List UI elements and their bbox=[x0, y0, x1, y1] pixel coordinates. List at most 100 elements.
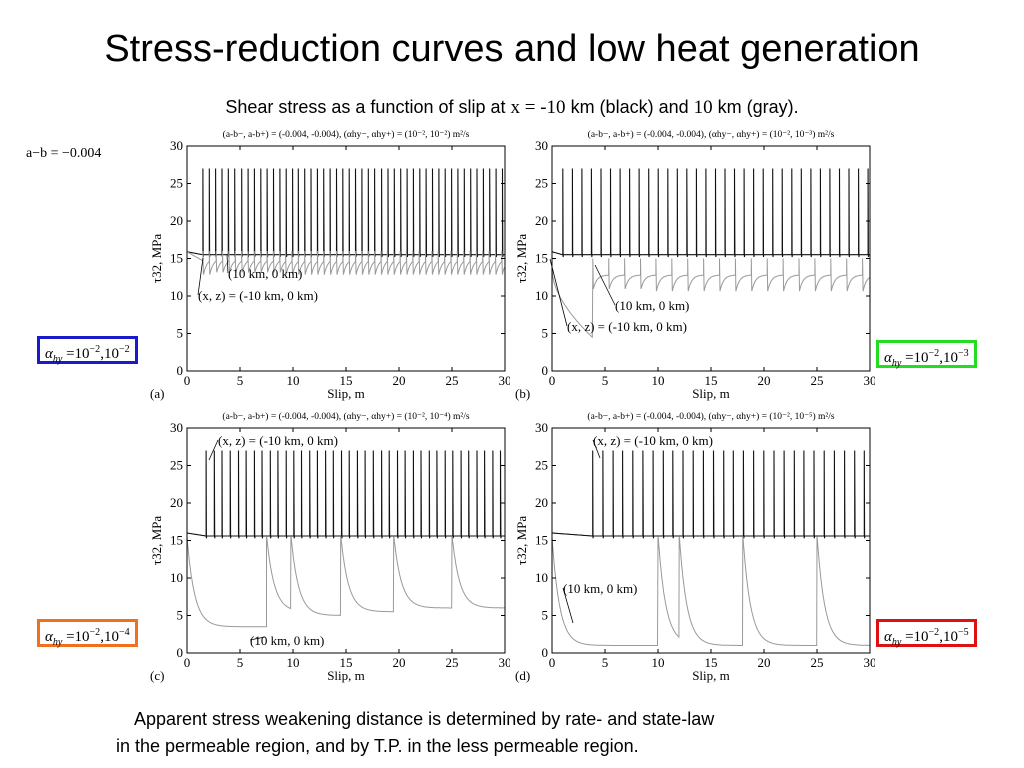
x-tick-label: 0 bbox=[549, 655, 556, 670]
panel-label: (a) bbox=[150, 386, 164, 401]
y-tick-label: 5 bbox=[542, 326, 549, 341]
x-tick-label: 20 bbox=[393, 655, 406, 670]
subtitle-mid: km (black) and bbox=[565, 97, 694, 117]
chart-panel-c: (a-b−, a-b+) = (-0.004, -0.004), (αhy−, … bbox=[140, 410, 512, 695]
x-tick-label: 10 bbox=[287, 655, 300, 670]
plot-frame bbox=[551, 145, 871, 372]
y-tick-label: 5 bbox=[177, 326, 184, 341]
alpha-label-c: αhy =10−2,10−4 bbox=[37, 619, 138, 648]
chart-panel-b: (a-b−, a-b+) = (-0.004, -0.004), (αhy−, … bbox=[505, 128, 877, 408]
y-tick-label: 30 bbox=[170, 138, 183, 153]
annotation-label: (10 km, 0 km) bbox=[228, 266, 302, 281]
x-tick-label: 25 bbox=[811, 655, 824, 670]
chart-header: (a-b−, a-b+) = (-0.004, -0.004), (αhy−, … bbox=[223, 129, 470, 140]
y-tick-label: 15 bbox=[170, 251, 183, 266]
x-axis-label: Slip, m bbox=[692, 386, 730, 401]
gray-series-line bbox=[551, 258, 870, 339]
subtitle-post: km (gray). bbox=[712, 97, 799, 117]
y-tick-label: 10 bbox=[170, 288, 183, 303]
annotation-leader bbox=[562, 587, 574, 624]
x-tick-label: 0 bbox=[184, 373, 191, 388]
alpha-label-b: αhy =10−2,10−3 bbox=[876, 340, 977, 369]
y-tick-label: 0 bbox=[177, 363, 184, 378]
y-tick-label: 30 bbox=[535, 138, 548, 153]
chart-header: (a-b−, a-b+) = (-0.004, -0.004), (αhy−, … bbox=[588, 129, 835, 140]
y-tick-label: 5 bbox=[542, 608, 549, 623]
y-tick-label: 25 bbox=[170, 176, 183, 191]
annotation-leader bbox=[594, 264, 616, 306]
annotation-leader bbox=[249, 636, 266, 641]
annotation-leader bbox=[549, 258, 568, 327]
y-tick-label: 10 bbox=[535, 288, 548, 303]
black-series-line bbox=[552, 450, 870, 539]
x-axis-label: Slip, m bbox=[692, 668, 730, 683]
alpha-exp1: −2 bbox=[89, 344, 101, 355]
y-tick-label: 30 bbox=[535, 420, 548, 435]
y-axis-label: τ32, MPa bbox=[514, 234, 529, 284]
x-tick-label: 5 bbox=[602, 373, 609, 388]
x-tick-label: 15 bbox=[340, 373, 353, 388]
plot-frame bbox=[551, 427, 871, 654]
chart-svg-d: (a-b−, a-b+) = (-0.004, -0.004), (αhy−, … bbox=[514, 411, 877, 683]
x-tick-label: 20 bbox=[758, 655, 771, 670]
y-tick-label: 20 bbox=[170, 213, 183, 228]
y-tick-label: 15 bbox=[535, 533, 548, 548]
x-tick-label: 5 bbox=[237, 655, 244, 670]
annotation-label: (10 km, 0 km) bbox=[615, 298, 689, 313]
y-axis-label: τ32, MPa bbox=[149, 234, 164, 284]
alpha-label-d: αhy =10−2,10−5 bbox=[876, 619, 977, 648]
y-axis-label: τ32, MPa bbox=[514, 516, 529, 566]
x-tick-label: 0 bbox=[549, 373, 556, 388]
x-tick-label: 0 bbox=[184, 655, 191, 670]
y-tick-label: 25 bbox=[170, 458, 183, 473]
x-tick-label: 25 bbox=[446, 373, 459, 388]
x-axis-label: Slip, m bbox=[327, 386, 365, 401]
chart-header: (a-b−, a-b+) = (-0.004, -0.004), (αhy−, … bbox=[587, 411, 834, 422]
chart-header: (a-b−, a-b+) = (-0.004, -0.004), (αhy−, … bbox=[222, 411, 469, 422]
x-tick-label: 20 bbox=[393, 373, 406, 388]
annotation-label: (10 km, 0 km) bbox=[250, 633, 324, 648]
annotation-label: (x, z) = (-10 km, 0 km) bbox=[198, 288, 318, 303]
x-tick-label: 15 bbox=[340, 655, 353, 670]
alpha-exp2: −2 bbox=[118, 344, 130, 355]
gray-series-line bbox=[186, 250, 505, 275]
alpha-exp2: −3 bbox=[957, 348, 969, 359]
gray-series-line bbox=[186, 536, 505, 628]
x-tick-label: 10 bbox=[652, 655, 665, 670]
annotation-leader bbox=[197, 257, 204, 296]
annotation-leader bbox=[226, 254, 229, 274]
x-tick-label: 30 bbox=[864, 373, 876, 388]
subtitle-pre: Shear stress as a function of slip at bbox=[225, 97, 511, 117]
x-tick-label: 30 bbox=[864, 655, 876, 670]
x-tick-label: 5 bbox=[237, 373, 244, 388]
x-tick-label: 30 bbox=[499, 373, 511, 388]
plot-frame bbox=[186, 427, 506, 654]
y-tick-label: 10 bbox=[170, 570, 183, 585]
alpha-label-a: αhy =10−2,10−2 bbox=[37, 336, 138, 365]
y-tick-label: 20 bbox=[535, 213, 548, 228]
black-series-line bbox=[186, 450, 505, 539]
alpha-exp2: −5 bbox=[957, 627, 969, 638]
subtitle-math-10: 10 bbox=[693, 97, 713, 118]
y-tick-label: 25 bbox=[535, 458, 548, 473]
panel-label: (d) bbox=[515, 668, 530, 683]
x-axis-label: Slip, m bbox=[327, 668, 365, 683]
y-tick-label: 25 bbox=[535, 176, 548, 191]
alpha-exp1: −2 bbox=[928, 348, 940, 359]
alpha-exp1: −2 bbox=[89, 627, 101, 638]
slide-title: Stress-reduction curves and low heat gen… bbox=[104, 28, 920, 70]
black-series-line bbox=[551, 168, 870, 258]
y-tick-label: 20 bbox=[170, 495, 183, 510]
bottom-note-line2: in the permeable region, and by T.P. in … bbox=[116, 736, 639, 756]
y-tick-label: 15 bbox=[170, 533, 183, 548]
chart-svg-a: (a-b−, a-b+) = (-0.004, -0.004), (αhy−, … bbox=[149, 129, 512, 401]
y-tick-label: 20 bbox=[535, 495, 548, 510]
annotation-label: (x, z) = (-10 km, 0 km) bbox=[218, 433, 338, 448]
chart-svg-c: (a-b−, a-b+) = (-0.004, -0.004), (αhy−, … bbox=[149, 411, 512, 683]
gray-series-line bbox=[551, 536, 870, 646]
x-tick-label: 5 bbox=[602, 655, 609, 670]
y-tick-label: 0 bbox=[542, 645, 549, 660]
x-tick-label: 15 bbox=[705, 373, 718, 388]
x-tick-label: 10 bbox=[652, 373, 665, 388]
bottom-note: Apparent stress weakening distance is de… bbox=[116, 706, 916, 760]
